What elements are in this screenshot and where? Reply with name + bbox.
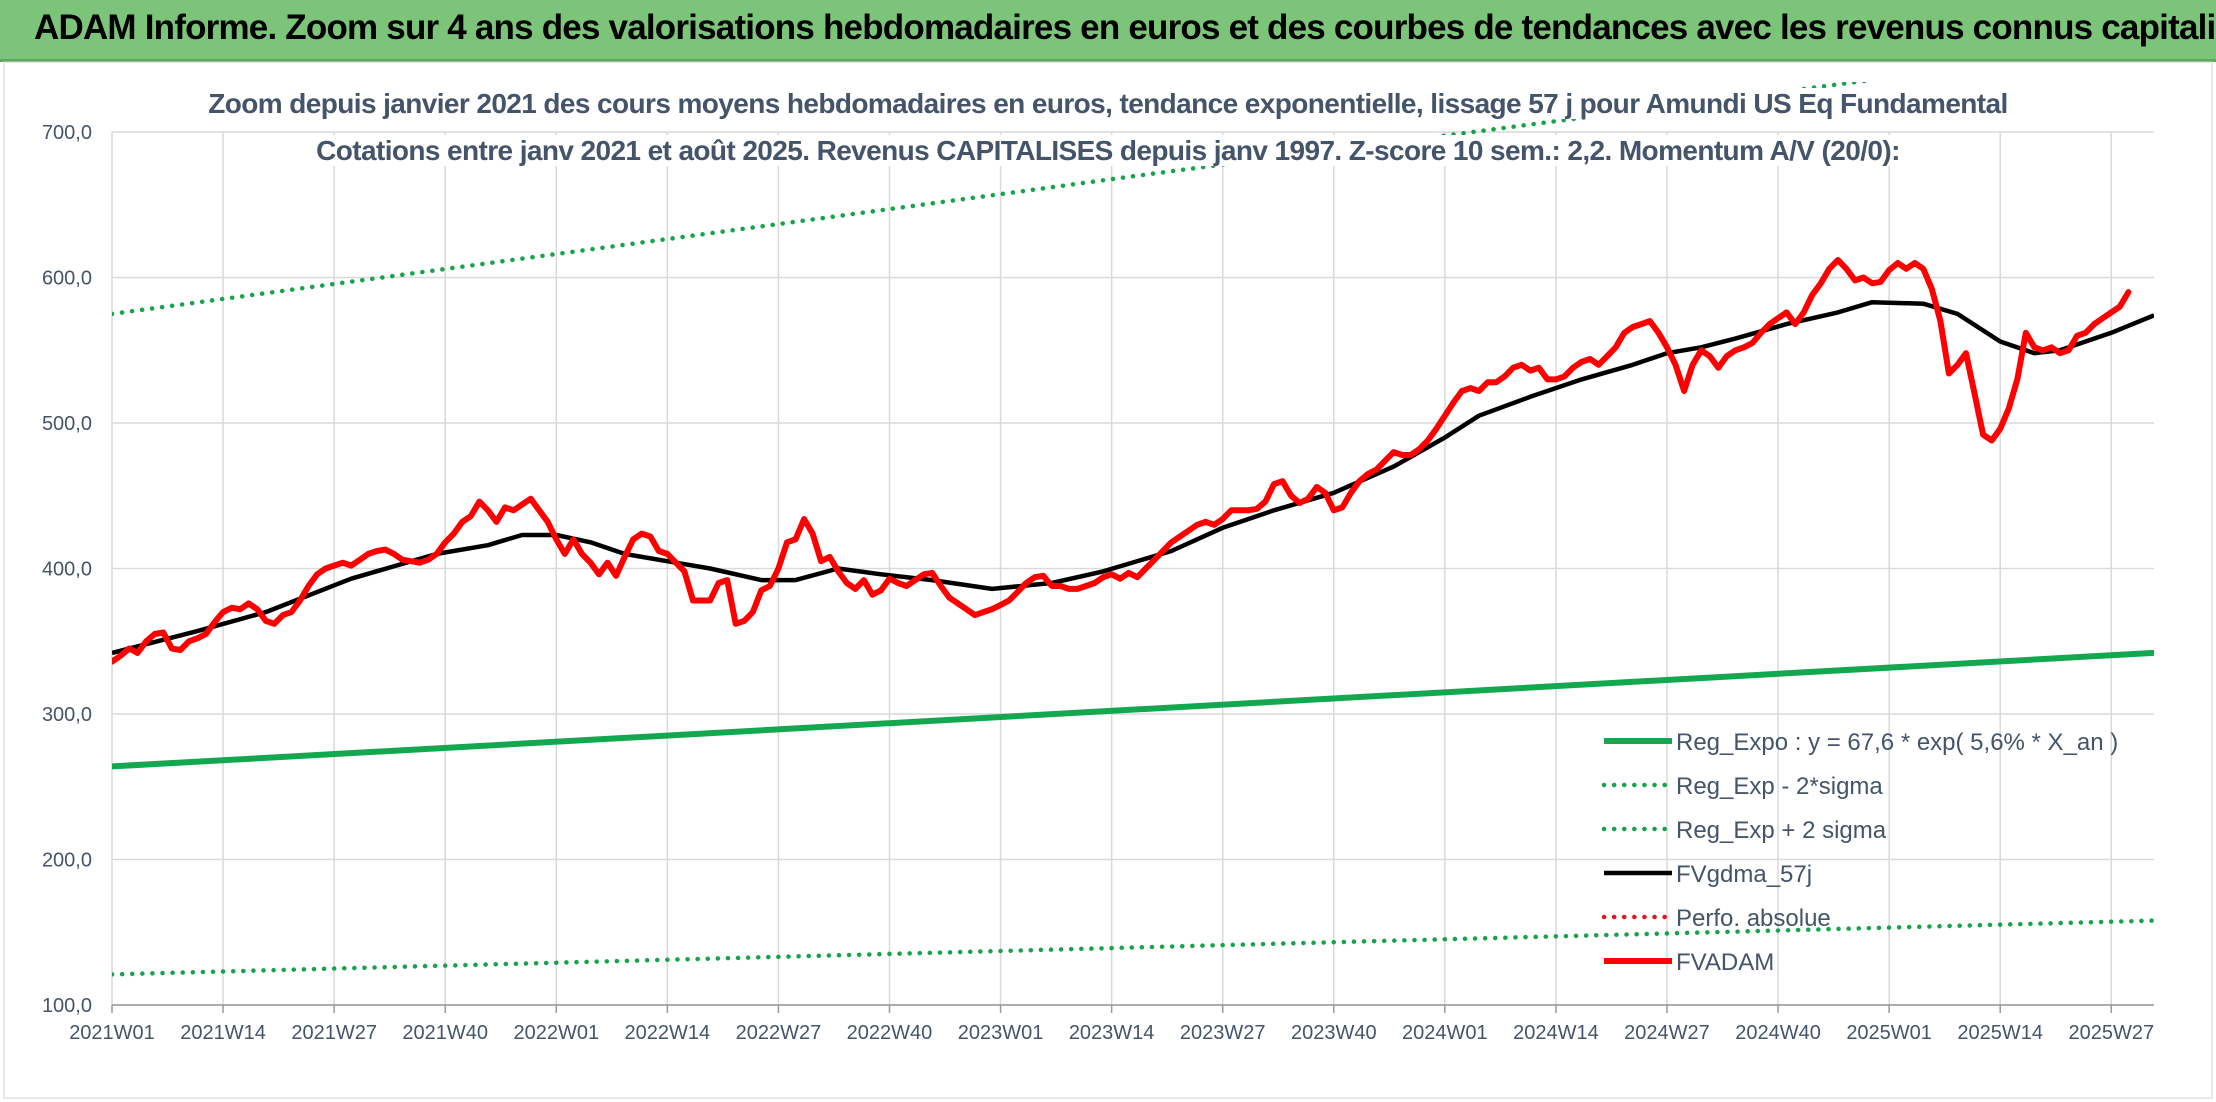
series-reg-expo-y-67-6-exp-5-6-x-an <box>112 649 2154 770</box>
x-tick-label: 2023W01 <box>958 1022 1044 1044</box>
x-tick-label: 2024W01 <box>1402 1022 1488 1044</box>
chart-title-text: Zoom depuis janvier 2021 des cours moyen… <box>202 88 2014 119</box>
x-tick-label: 2022W01 <box>513 1022 599 1044</box>
x-tick-label: 2024W14 <box>1513 1022 1599 1044</box>
legend-label-fvadam: FVADAM <box>1676 949 1774 976</box>
series-fvgdma-57j <box>112 299 2154 656</box>
x-tick-label: 2022W14 <box>625 1022 711 1044</box>
chart-title: Zoom depuis janvier 2021 des cours moyen… <box>0 88 2216 120</box>
y-tick-label: 100,0 <box>42 995 92 1017</box>
x-tick-label: 2021W14 <box>180 1022 266 1044</box>
y-tick-label: 200,0 <box>42 850 92 872</box>
series-reg-exp-2-sigma <box>112 82 1875 317</box>
series-fvadam <box>112 257 2132 665</box>
y-tick-label: 300,0 <box>42 704 92 726</box>
report-banner: ADAM Informe. Zoom sur 4 ans des valoris… <box>0 0 2216 62</box>
chart-subtitle-text: Cotations entre janv 2021 et août 2025. … <box>310 135 1906 166</box>
x-tick-label: 2025W01 <box>1846 1022 1932 1044</box>
x-tick-label: 2023W14 <box>1069 1022 1155 1044</box>
x-tick-label: 2021W40 <box>402 1022 488 1044</box>
y-tick-label: 400,0 <box>42 559 92 581</box>
report-title: ADAM Informe. Zoom sur 4 ans des valoris… <box>34 8 2216 47</box>
legend: Reg_Expo : y = 67,6 * exp( 5,6% * X_an )… <box>1601 729 2118 976</box>
legend-label-reg-expo-y-67-6-exp-5-6-x-an: Reg_Expo : y = 67,6 * exp( 5,6% * X_an ) <box>1676 729 2118 756</box>
legend-label-perfo-absolue: Perfo. absolue <box>1676 905 1831 932</box>
x-tick-label: 2024W40 <box>1735 1022 1821 1044</box>
x-tick-label: 2025W27 <box>2068 1022 2154 1044</box>
legend-label-reg-exp-2-sigma: Reg_Exp + 2 sigma <box>1676 817 1887 844</box>
y-tick-label: 700,0 <box>42 122 92 144</box>
x-tick-label: 2022W40 <box>847 1022 933 1044</box>
grid-lines <box>111 131 2154 1013</box>
legend-label-reg-exp-2-sigma: Reg_Exp - 2*sigma <box>1676 773 1883 800</box>
x-tick-label: 2024W27 <box>1624 1022 1710 1044</box>
x-tick-label: 2022W27 <box>736 1022 822 1044</box>
x-tick-label: 2023W40 <box>1291 1022 1377 1044</box>
legend-label-fvgdma-57j: FVgdma_57j <box>1676 861 1812 888</box>
x-tick-label: 2023W27 <box>1180 1022 1266 1044</box>
axis-labels: 100,0 200,0 300,0 400,0 500,0 600,0 700,0 2021W… <box>42 122 2154 1044</box>
y-tick-label: 500,0 <box>42 413 92 435</box>
y-tick-label: 600,0 <box>42 268 92 290</box>
chart-subtitle: Cotations entre janv 2021 et août 2025. … <box>0 135 2216 167</box>
series-lines <box>112 82 2154 977</box>
x-tick-label: 2025W14 <box>1957 1022 2043 1044</box>
x-tick-label: 2021W01 <box>69 1022 155 1044</box>
x-tick-label: 2021W27 <box>291 1022 377 1044</box>
series-reg-exp-2-sigma <box>112 918 2154 977</box>
